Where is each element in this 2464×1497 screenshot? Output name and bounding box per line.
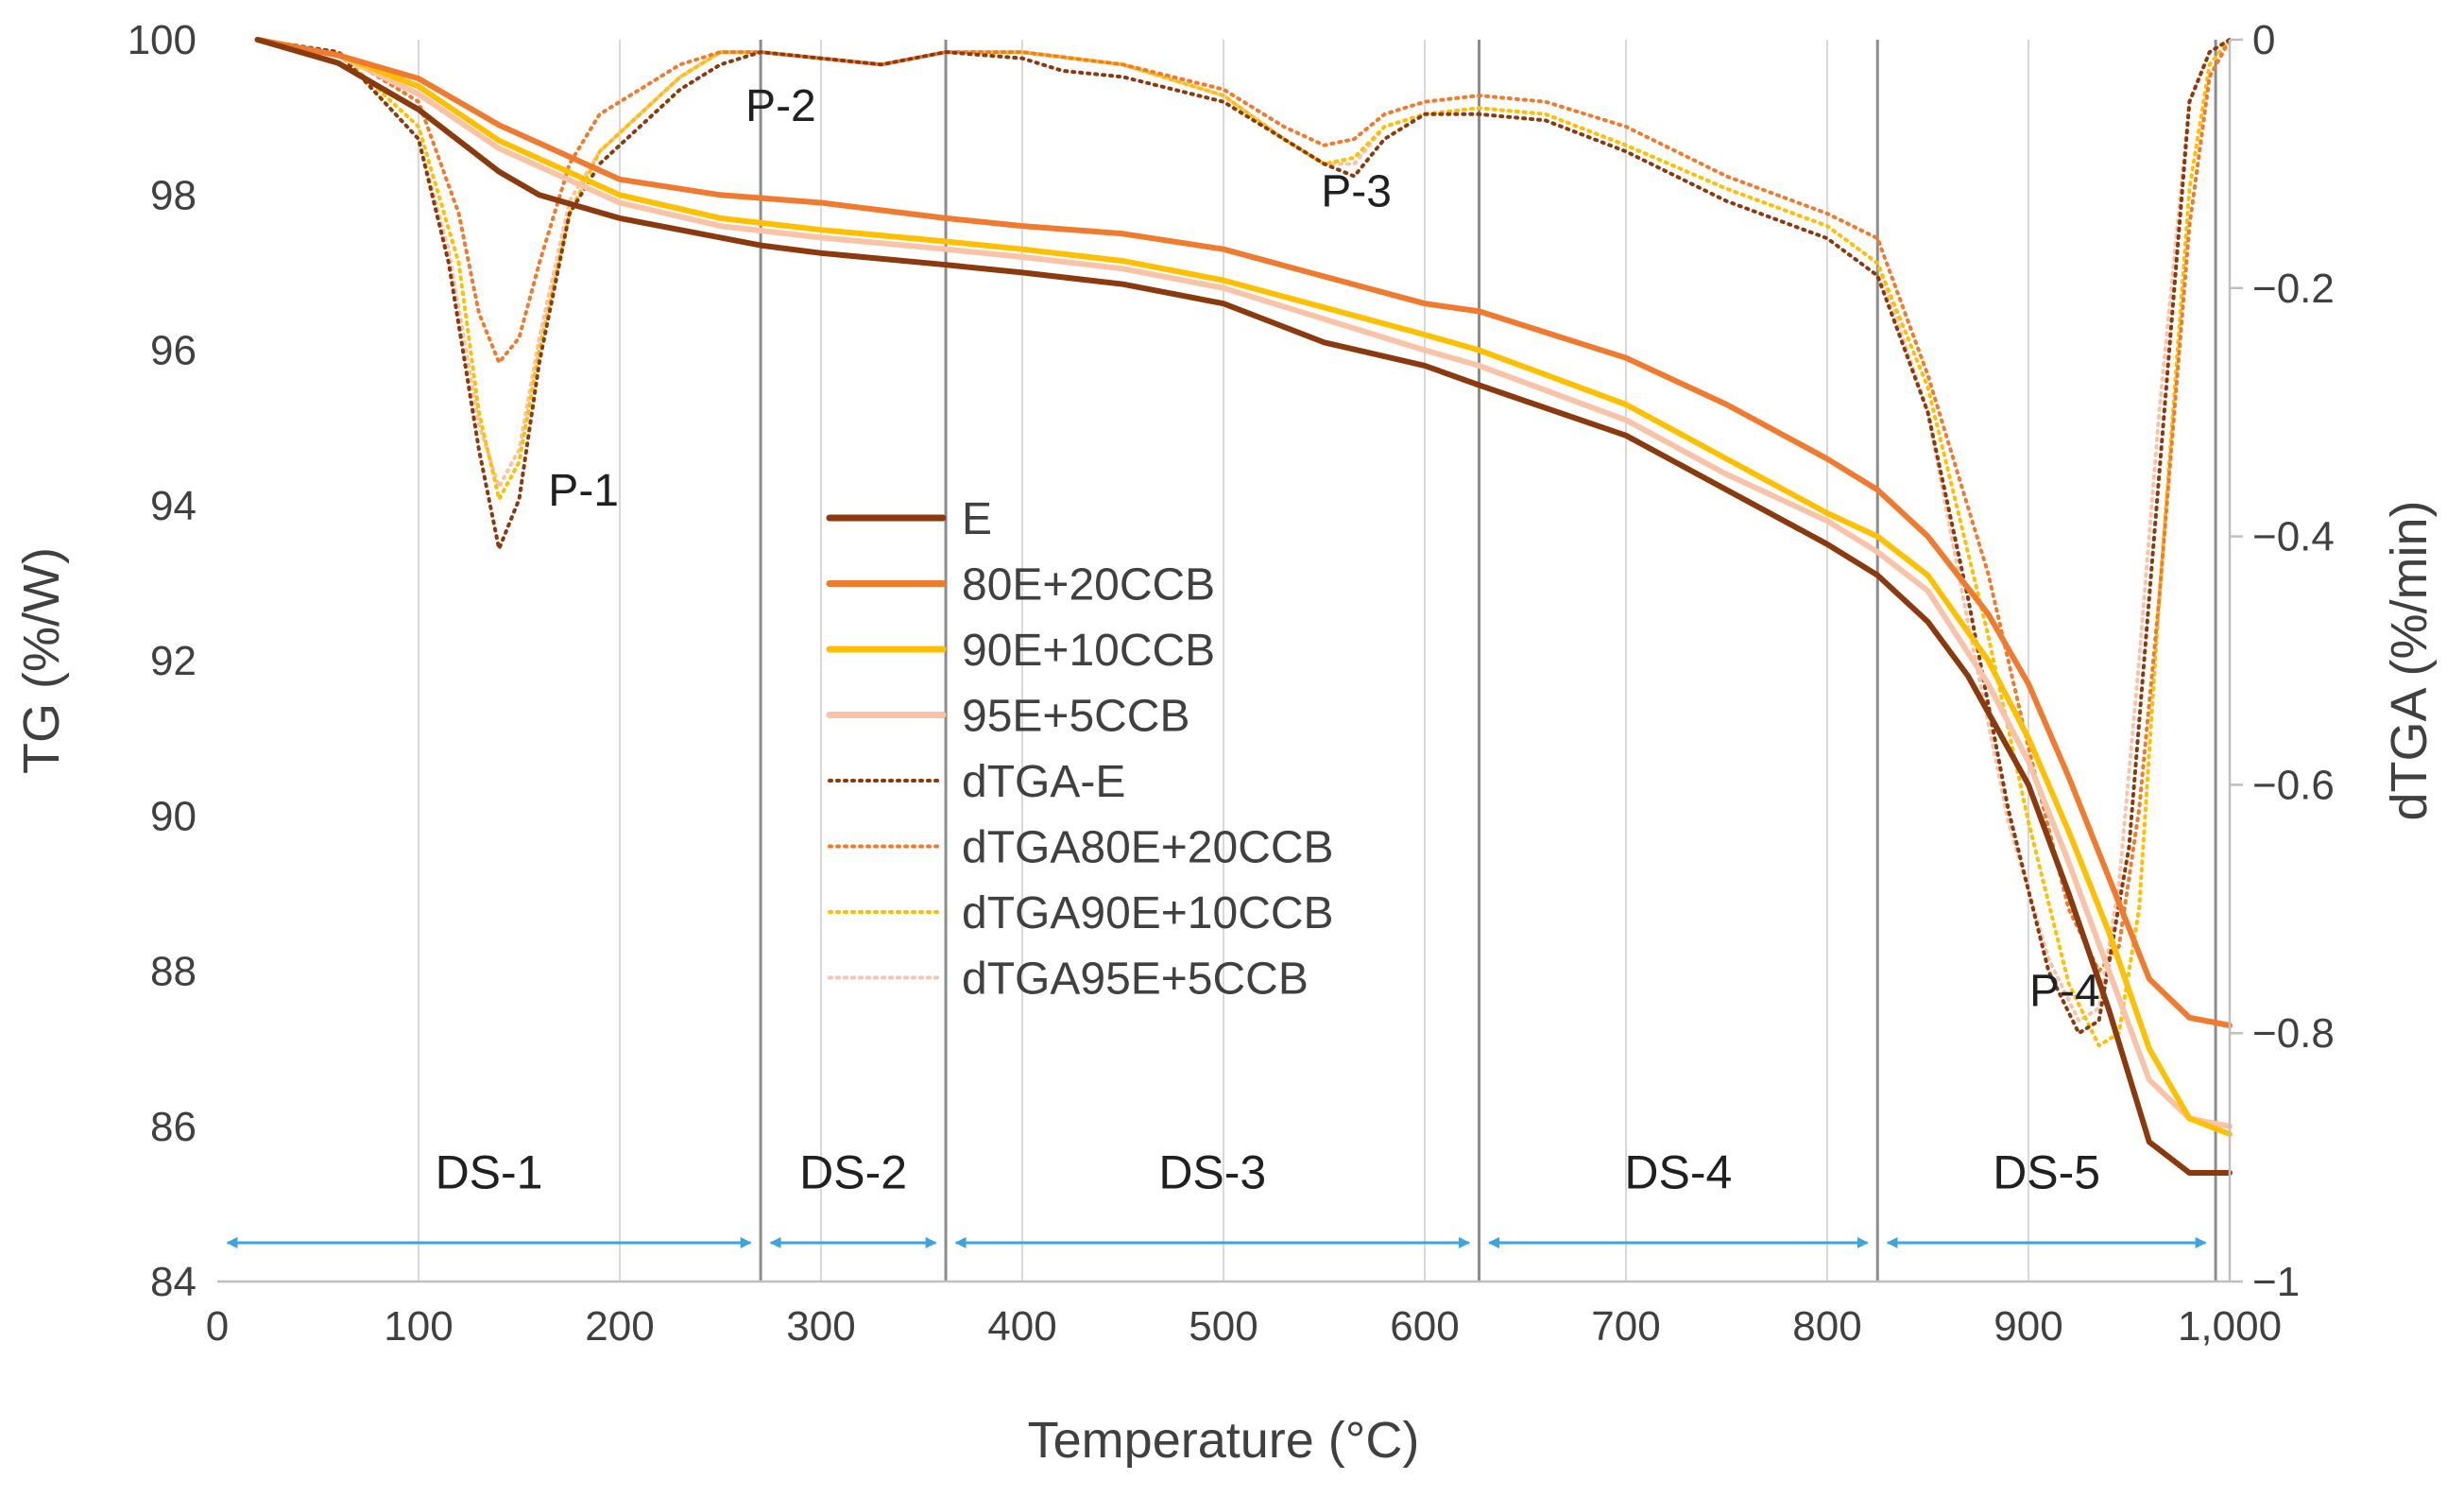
y2-tick-label: −0.4: [2252, 514, 2335, 560]
series-line-80e-20ccb: [254, 37, 2233, 1028]
y-tick-label: 86: [150, 1104, 197, 1150]
stage-label: DS-4: [1624, 1145, 1732, 1198]
stage-label: DS-1: [436, 1145, 543, 1198]
x-tick-label: 200: [585, 1303, 654, 1350]
legend-label: 95E+5CCB: [962, 692, 1189, 742]
series-line-dtga80e-20ccb: [255, 38, 2232, 973]
tick-labels: 0 100 200 300 400 500 600 700 800 900 1,0008486889…: [128, 17, 2335, 1350]
y-tick-label: 90: [150, 793, 197, 839]
legend-label: E: [962, 494, 992, 544]
series-line-dtga95e-5ccb: [255, 38, 2232, 1024]
x-tick-label: 500: [1189, 1303, 1258, 1350]
legend-label: dTGA90E+10CCB: [962, 888, 1334, 938]
y-tick-label: 98: [150, 172, 197, 218]
x-tick-label: 1,000: [2178, 1303, 2282, 1350]
y2-tick-label: 0: [2252, 17, 2275, 63]
x-tick-label: 0: [206, 1303, 229, 1350]
y-tick-label: 94: [150, 483, 197, 529]
y2-axis-title: dTGA (%/min): [2381, 500, 2438, 820]
y-tick-label: 88: [150, 949, 197, 995]
series-line-95e-5ccb: [254, 37, 2233, 1129]
y-tick-label: 96: [150, 328, 197, 374]
peak-annotations: P-1 P-2 P-3 P-4: [548, 81, 2099, 1016]
x-tick-label: 100: [384, 1303, 453, 1350]
peak-label: P-3: [1321, 167, 1392, 217]
legend-label: dTGA80E+20CCB: [962, 823, 1334, 873]
axes: [217, 40, 2232, 1283]
series-line-e: [254, 37, 2233, 1176]
y2-tick-label: −0.6: [2252, 762, 2335, 808]
x-tick-label: 800: [1792, 1303, 1861, 1350]
stage-label: DS-3: [1158, 1145, 1266, 1198]
x-tick-label: 700: [1591, 1303, 1660, 1350]
peak-label: P-2: [745, 81, 816, 131]
y-tick-label: 84: [150, 1259, 197, 1305]
legend-label: 80E+20CCB: [962, 560, 1215, 611]
y-axis-title: TG (%/W): [13, 547, 70, 774]
x-tick-label: 900: [1993, 1303, 2062, 1350]
y2-tick-label: −0.8: [2252, 1010, 2335, 1057]
peak-label: P-1: [548, 466, 619, 516]
legend-label: dTGA95E+5CCB: [962, 955, 1309, 1005]
stage-label: DS-2: [799, 1145, 907, 1198]
stage-annotations: DS-1 DS-2 DS-3 DS-4 DS-5: [226, 1145, 2207, 1248]
y-tick-label: 100: [128, 17, 197, 63]
stage-label: DS-5: [1993, 1145, 2100, 1198]
x-tick-label: 400: [987, 1303, 1056, 1350]
series-line-dtga-e: [255, 38, 2232, 1036]
series-line-90e-10ccb: [254, 37, 2233, 1137]
y2-tick-label: −1: [2252, 1259, 2300, 1305]
y-tick-label: 92: [150, 638, 197, 684]
series-layer: [254, 37, 2233, 1176]
peak-label: P-4: [2029, 966, 2100, 1016]
x-tick-label: 300: [786, 1303, 855, 1350]
legend-label: 90E+10CCB: [962, 626, 1215, 676]
legend-label: dTGA-E: [962, 757, 1125, 807]
y2-tick-label: −0.2: [2252, 266, 2335, 312]
legend: E 80E+20CCB 90E+10CCB 95E+5CCB dTGA-E dTGA80E…: [826, 494, 1334, 1005]
x-tick-label: 600: [1390, 1303, 1459, 1350]
x-axis-title: Temperature (°C): [1028, 1412, 1420, 1469]
